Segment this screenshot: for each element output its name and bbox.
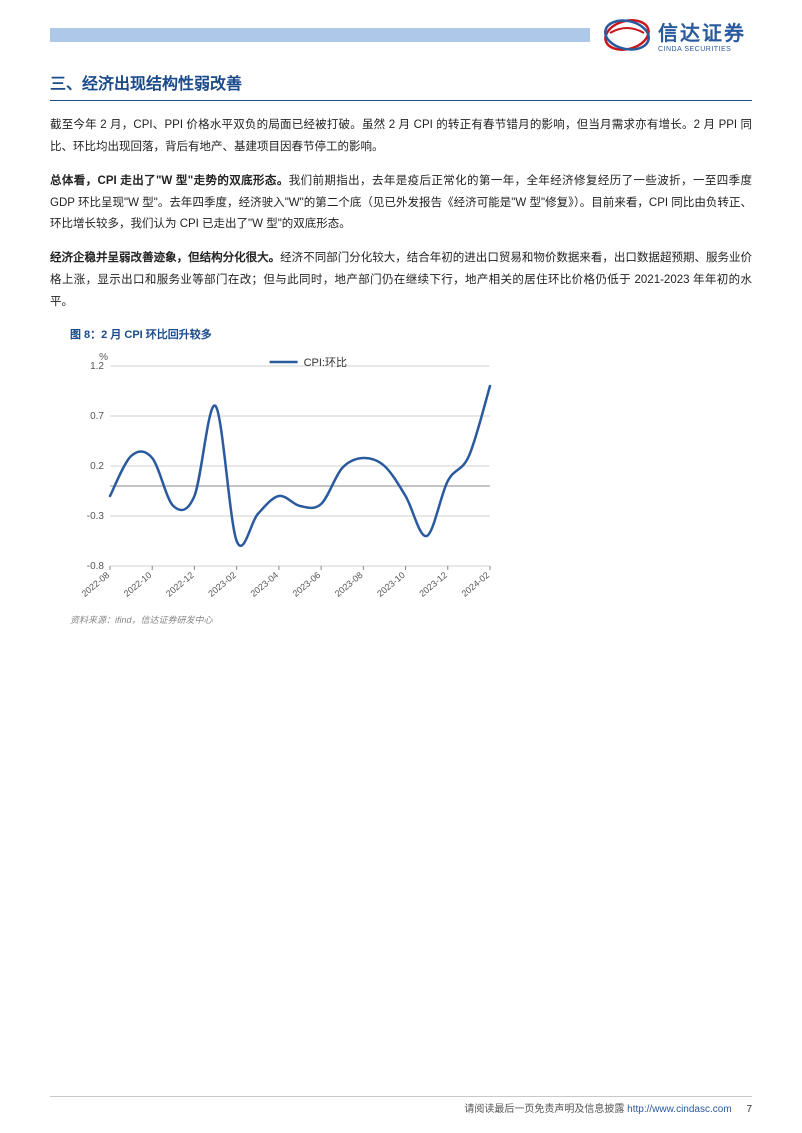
svg-text:-0.3: -0.3	[87, 511, 105, 522]
svg-text:0.7: 0.7	[90, 411, 104, 422]
paragraph-2-lead: 总体看，CPI 走出了"W 型"走势的双底形态。	[50, 175, 289, 187]
cpi-line-chart: -0.8-0.30.20.71.2%2022-082022-102022-122…	[70, 346, 752, 611]
footer-text: 请阅读最后一页免责声明及信息披露	[464, 1104, 624, 1115]
svg-text:%: %	[99, 352, 108, 363]
figure-source: 资料来源：ifind，信达证券研发中心	[70, 613, 752, 626]
svg-text:2023-10: 2023-10	[375, 570, 407, 599]
svg-text:2023-06: 2023-06	[291, 570, 323, 599]
paragraph-3-lead: 经济企稳并呈弱改善迹象，但结构分化很大。	[50, 252, 280, 264]
chart-svg: -0.8-0.30.20.71.2%2022-082022-102022-122…	[70, 346, 510, 606]
paragraph-3: 经济企稳并呈弱改善迹象，但结构分化很大。经济不同部门分化较大，结合年初的进出口贸…	[50, 248, 752, 314]
footer: 请阅读最后一页免责声明及信息披露 http://www.cindasc.com …	[464, 1100, 752, 1115]
paragraph-2: 总体看，CPI 走出了"W 型"走势的双底形态。我们前期指出，去年是疫后正常化的…	[50, 171, 752, 237]
svg-text:2023-12: 2023-12	[417, 570, 449, 599]
svg-text:2023-04: 2023-04	[248, 570, 280, 599]
svg-text:CPI:环比: CPI:环比	[304, 356, 347, 369]
svg-text:2024-02: 2024-02	[460, 570, 492, 599]
paragraph-1: 截至今年 2 月，CPI、PPI 价格水平双负的局面已经被打破。虽然 2 月 C…	[50, 115, 752, 159]
svg-text:-0.8: -0.8	[87, 561, 105, 572]
svg-text:2022-08: 2022-08	[80, 570, 112, 599]
page-number: 7	[746, 1104, 752, 1115]
brand-logo: 信达证券 CINDA SECURITIES	[602, 10, 772, 60]
logo-text-en: CINDA SECURITIES	[658, 46, 746, 53]
footer-link[interactable]: http://www.cindasc.com	[627, 1104, 731, 1115]
figure-title: 图 8：2 月 CPI 环比回升较多	[70, 326, 752, 342]
header-accent-bar	[50, 28, 590, 42]
logo-text-cn: 信达证券	[658, 17, 746, 46]
svg-text:0.2: 0.2	[90, 461, 104, 472]
logo-swirl-icon	[602, 15, 652, 55]
svg-text:2023-02: 2023-02	[206, 570, 238, 599]
section-title: 三、经济出现结构性弱改善	[50, 70, 752, 101]
svg-text:2022-10: 2022-10	[122, 570, 154, 599]
footer-divider	[50, 1096, 752, 1097]
svg-text:2022-12: 2022-12	[164, 570, 196, 599]
svg-text:2023-08: 2023-08	[333, 570, 365, 599]
